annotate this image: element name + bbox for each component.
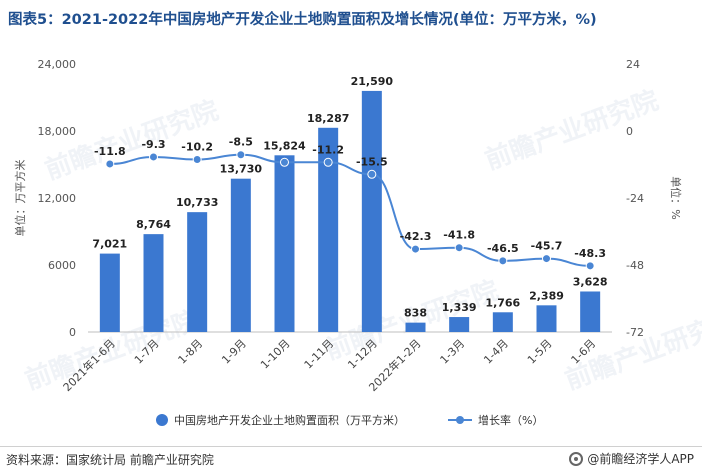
growth-point: [192, 154, 202, 164]
growth-value-label: -41.8: [443, 229, 475, 242]
bar: [492, 312, 513, 332]
growth-point: [149, 152, 158, 162]
bar-value-label: 13,730: [220, 163, 263, 176]
bar: [274, 155, 295, 332]
bar-value-label: 838: [404, 307, 427, 320]
brand: @前瞻经济学人APP: [569, 450, 694, 467]
brand-logo-icon: [569, 451, 584, 466]
bar-value-label: 15,824: [263, 139, 306, 152]
bar-value-label: 18,287: [307, 112, 349, 125]
growth-value-label: -42.3: [400, 230, 432, 243]
growth-point: [323, 157, 333, 167]
growth-value-label: -48.3: [574, 247, 606, 260]
y-tick-label: 18,000: [38, 125, 77, 138]
footer-divider: [0, 446, 702, 447]
growth-point: [411, 244, 420, 254]
growth-value-label: -11.8: [94, 145, 126, 158]
x-tick-label: 1-12月: [345, 337, 380, 372]
growth-point: [280, 157, 289, 167]
y2-tick-label: 24: [626, 58, 640, 71]
bar: [143, 234, 164, 332]
bar: [230, 178, 251, 332]
x-tick-label: 1-9月: [219, 337, 249, 367]
growth-point: [585, 261, 595, 271]
y2-axis-title: 单位：%: [669, 176, 683, 219]
bar-value-label: 10,733: [176, 196, 218, 209]
legend-bar-label: 中国房地产开发企业土地购置面积（万平方米）: [174, 413, 405, 427]
growth-point: [236, 150, 246, 160]
chart-area: 0 6000 12,000 18,000 24,000 -72 -48 -24 0 24 单位：万平…: [13, 58, 683, 427]
bar: [536, 305, 557, 332]
x-tick-label: 1-7月: [132, 337, 162, 367]
growth-point: [542, 254, 551, 264]
growth-point: [498, 256, 508, 266]
chart-title: 图表5：2021-2022年中国房地产开发企业土地购置面积及增长情况(单位：万平…: [8, 12, 597, 28]
x-tick-label: 2021年1-6月: [60, 336, 118, 394]
growth-point: [454, 243, 464, 253]
legend-bar-swatch: [156, 414, 168, 426]
bar: [361, 90, 382, 332]
bar: [99, 253, 120, 332]
bar-value-label: 7,021: [92, 238, 127, 251]
bar-value-label: 3,628: [573, 275, 608, 288]
bar-value-label: 21,590: [351, 75, 394, 88]
y2-tick-label: 0: [626, 125, 633, 138]
x-tick-label: 1-10月: [258, 337, 293, 372]
bar-value-label: 1,339: [442, 301, 477, 314]
source-note: 资料来源：国家统计局 前瞻产业研究院: [6, 453, 214, 467]
y-tick-label: 6000: [48, 259, 76, 272]
growth-value-label: -8.5: [229, 136, 253, 149]
x-tick-label: 1-4月: [481, 337, 511, 367]
y-tick-label: 24,000: [38, 58, 77, 71]
growth-value-label: -15.5: [356, 155, 388, 168]
x-tick-label: 1-5月: [525, 337, 555, 367]
growth-value-label: -9.3: [141, 138, 165, 151]
y-tick-label: 0: [69, 326, 76, 339]
growth-value-label: -10.2: [181, 140, 213, 153]
bar: [318, 127, 339, 332]
growth-value-label: -11.2: [312, 143, 344, 156]
y-tick-label: 12,000: [38, 192, 77, 205]
growth-value-label: -46.5: [487, 242, 519, 255]
x-tick-label: 1-6月: [569, 337, 599, 367]
y2-tick-label: -48: [626, 259, 644, 272]
bar-value-label: 8,764: [136, 218, 171, 231]
legend-line-marker: [456, 416, 464, 424]
x-tick-label: 1-11月: [302, 337, 337, 372]
legend-line-label: 增长率（%）: [478, 413, 543, 427]
y2-tick-label: -72: [626, 326, 644, 339]
growth-value-label: -45.7: [531, 240, 563, 253]
bar: [187, 212, 208, 332]
bar-value-label: 1,766: [485, 296, 520, 309]
x-tick-label: 1-3月: [438, 337, 468, 367]
growth-point: [105, 159, 115, 169]
y2-tick-label: -24: [626, 192, 644, 205]
x-tick-label: 1-8月: [176, 337, 206, 367]
bar: [449, 317, 470, 332]
y-axis-title: 单位：万平方米: [13, 160, 27, 237]
growth-point: [367, 169, 377, 179]
bar: [405, 322, 426, 332]
bar-value-label: 2,389: [529, 289, 564, 302]
brand-label: @前瞻经济学人APP: [587, 452, 694, 466]
bar: [580, 291, 601, 332]
